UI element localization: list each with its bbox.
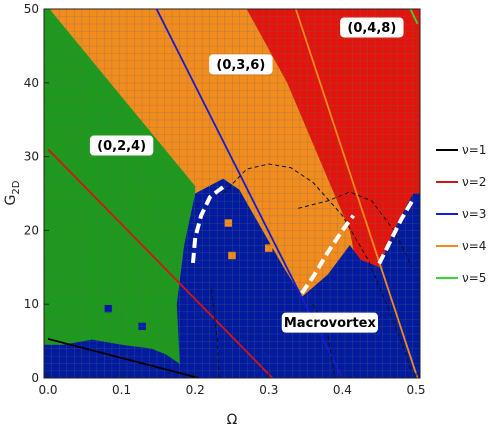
legend-item-3: ν=3 <box>436 207 486 221</box>
region-label-text: (0,4,8) <box>347 21 396 36</box>
series-line-2 <box>47 148 274 378</box>
dashed-black-curve-3 <box>210 289 220 378</box>
region-label-text: (0,3,6) <box>216 58 265 73</box>
series-line-1 <box>47 338 200 378</box>
legend-label: ν=3 <box>462 207 486 221</box>
x-tick-label: 0.4 <box>333 383 352 397</box>
plot-area: (0,2,4) (0,3,6) (0,4,8) Macrovortex <box>44 9 420 378</box>
region-label-text: (0,2,4) <box>97 139 146 154</box>
svg-text:G2D: G2D <box>3 180 22 205</box>
dashed-white-boundary <box>191 184 415 295</box>
legend-label: ν=4 <box>462 239 486 253</box>
x-axis-ticks: 0.0 0.1 0.2 0.3 0.4 0.5 <box>38 373 426 397</box>
x-tick-label: 0.5 <box>406 383 425 397</box>
white-boundary-segment-3 <box>377 198 415 265</box>
y-tick-label: 10 <box>24 297 39 311</box>
region-labels: (0,2,4) (0,3,6) (0,4,8) Macrovortex <box>89 17 404 333</box>
x-axis-title: Ω <box>227 412 238 428</box>
y-axis-title-sub: 2D <box>11 180 22 194</box>
y-tick-label: 0 <box>31 371 39 385</box>
legend-label: ν=5 <box>462 271 486 285</box>
white-boundary-segment-1 <box>191 184 226 264</box>
plot-frame <box>43 8 421 379</box>
y-axis-title-main: G <box>3 195 19 206</box>
region-label-text: Macrovortex <box>284 316 377 331</box>
legend-item-5: ν=5 <box>436 271 486 285</box>
region-label-4: Macrovortex <box>281 312 378 333</box>
y-tick-label: 40 <box>24 76 39 90</box>
region-label-box <box>209 54 273 75</box>
region-label-box <box>340 17 404 38</box>
region-label-box <box>281 312 378 333</box>
y-tick-label: 30 <box>24 150 39 164</box>
y-axis-ticks: 0 10 20 30 40 50 <box>24 2 49 385</box>
legend-label: ν=2 <box>462 175 486 189</box>
legend-item-2: ν=2 <box>436 175 486 189</box>
x-tick-label: 0.2 <box>186 383 205 397</box>
dashed-black-curve-1 <box>222 163 413 375</box>
y-tick-label: 50 <box>24 2 39 16</box>
x-tick-label: 0.1 <box>112 383 131 397</box>
white-boundary-segment-2 <box>300 214 356 295</box>
series-line-5 <box>409 9 419 25</box>
series-line-4 <box>294 9 419 378</box>
y-tick-label: 20 <box>24 223 39 237</box>
legend: ν=1 ν=2 ν=3 ν=4 ν=5 <box>436 143 486 285</box>
legend-item-4: ν=4 <box>436 239 486 253</box>
x-tick-label: 0.3 <box>259 383 278 397</box>
x-tick-label: 0.0 <box>38 383 57 397</box>
region-label-1: (0,2,4) <box>89 135 154 156</box>
y-axis-title: G2D <box>3 180 22 205</box>
dashed-black-curve-2 <box>298 191 413 268</box>
legend-label: ν=1 <box>462 143 486 157</box>
legend-item-1: ν=1 <box>436 143 486 157</box>
region-label-3: (0,4,8) <box>340 17 404 38</box>
region-label-box <box>89 135 154 156</box>
region-label-2: (0,3,6) <box>209 54 273 75</box>
